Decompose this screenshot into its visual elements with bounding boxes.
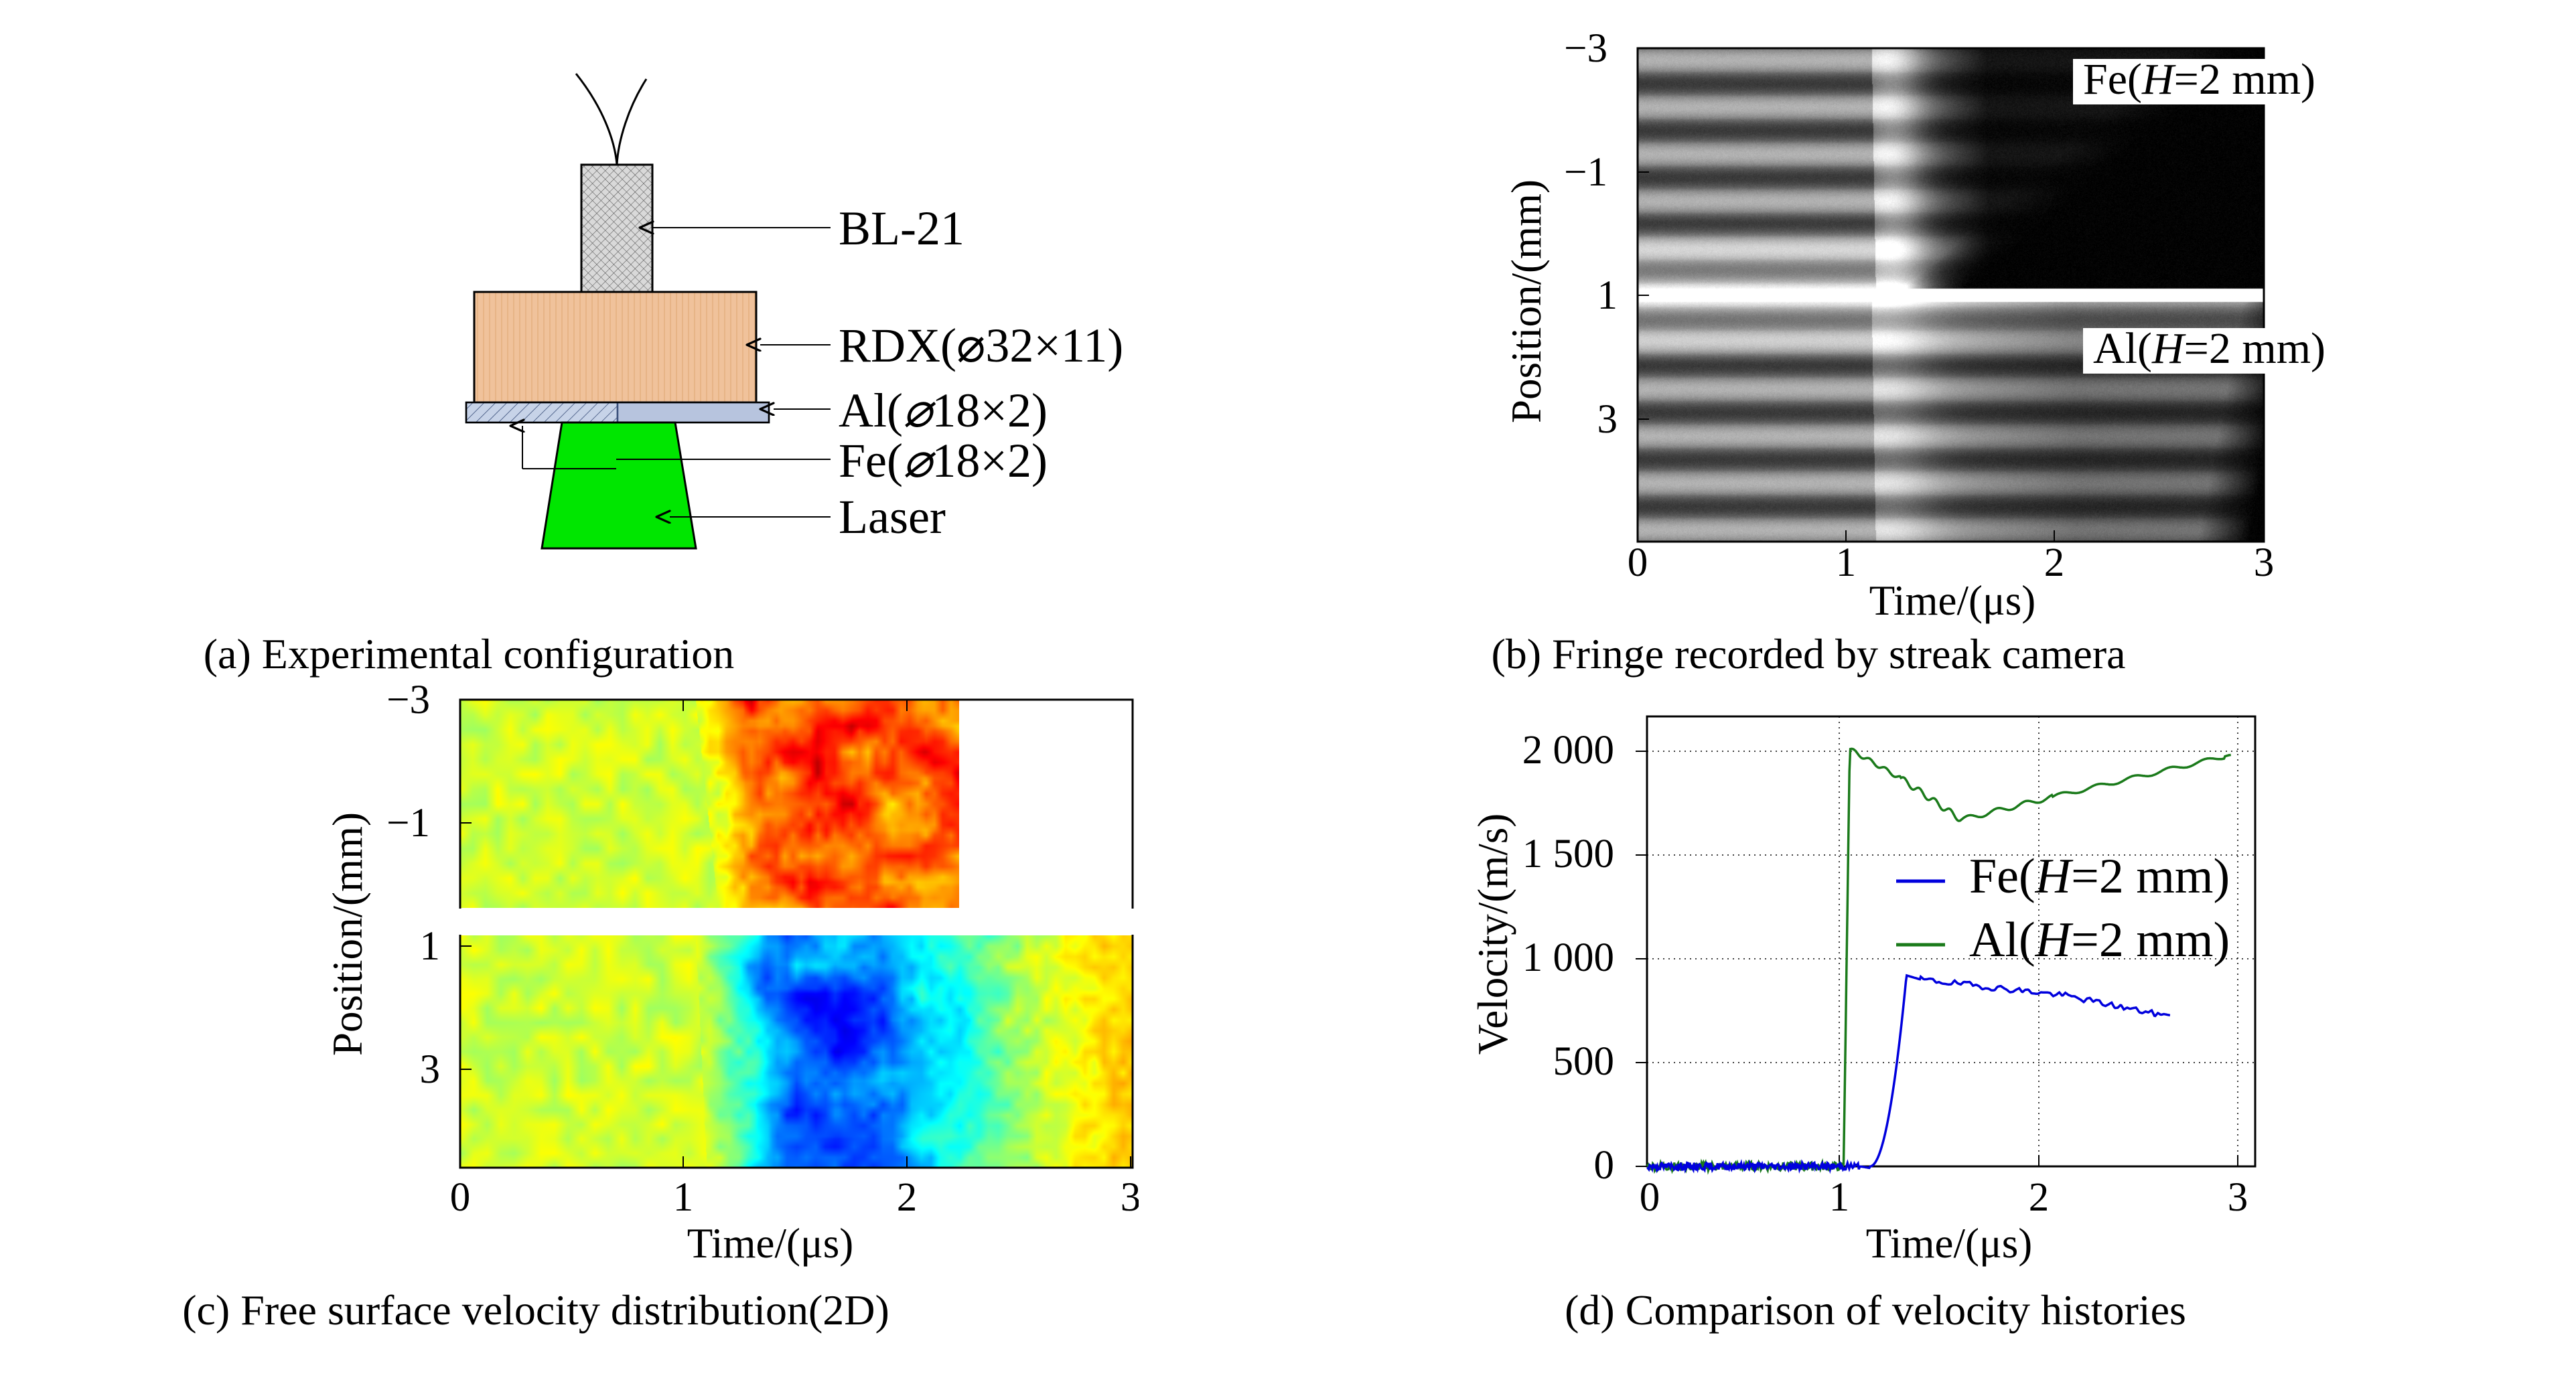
svg-text:Al(H=2 mm): Al(H=2 mm): [1969, 913, 2230, 968]
svg-text:500: 500: [1553, 1039, 1615, 1084]
svg-text:Fe(H=2 mm): Fe(H=2 mm): [1969, 849, 2230, 904]
svg-text:2 000: 2 000: [1522, 728, 1614, 773]
svg-text:0: 0: [1594, 1143, 1615, 1188]
svg-text:1: 1: [1829, 1175, 1850, 1220]
svg-text:0: 0: [1640, 1175, 1660, 1220]
svg-text:Time/(μs): Time/(μs): [1866, 1220, 2033, 1267]
svg-text:2: 2: [2029, 1175, 2050, 1220]
svg-text:1 500: 1 500: [1522, 832, 1614, 876]
svg-text:3: 3: [2228, 1175, 2248, 1220]
svg-text:Velocity/(m/s): Velocity/(m/s): [1470, 814, 1516, 1055]
svg-text:1 000: 1 000: [1522, 935, 1614, 980]
